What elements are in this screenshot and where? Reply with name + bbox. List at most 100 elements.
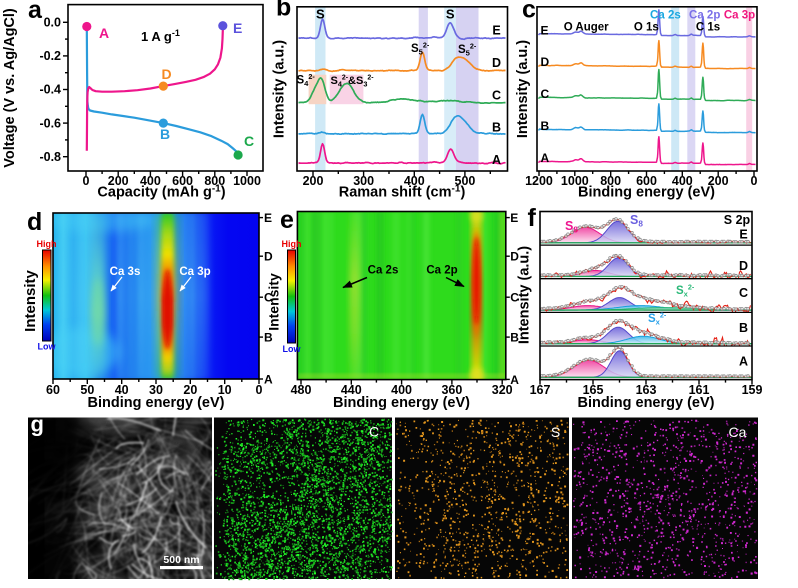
svg-text:167: 167 [530,383,551,397]
svg-text:10: 10 [218,383,232,397]
svg-text:B: B [510,331,519,345]
svg-text:Low: Low [38,342,57,352]
svg-text:Ca 2p: Ca 2p [426,265,457,277]
svg-text:D: D [541,55,550,69]
svg-text:E: E [492,24,500,38]
svg-text:300: 300 [353,174,374,188]
svg-text:High: High [282,239,302,249]
svg-text:C: C [492,89,501,103]
svg-text:Raman shift (cm-1): Raman shift (cm-1) [339,184,466,201]
svg-text:Ca 3p: Ca 3p [724,10,755,22]
svg-text:e: e [280,206,294,234]
svg-text:360: 360 [441,383,462,397]
svg-text:400: 400 [404,174,425,188]
svg-text:800: 800 [204,174,225,188]
svg-text:Capacity (mAh g-1): Capacity (mAh g-1) [97,184,225,201]
svg-text:Binding energy (eV): Binding energy (eV) [578,185,715,201]
svg-text:Ca 3p: Ca 3p [179,266,210,278]
svg-text:S52-: S52- [458,42,477,58]
svg-text:S42-&S32-: S42-&S32- [331,75,375,89]
svg-text:0.0: 0.0 [44,16,61,30]
svg-text:Ca 2p: Ca 2p [689,10,720,22]
svg-text:C: C [264,291,273,305]
svg-text:B: B [492,121,501,135]
svg-text:400: 400 [391,383,412,397]
svg-text:A: A [492,153,501,167]
svg-text:500: 500 [455,174,476,188]
svg-text:Ca 3s: Ca 3s [110,266,141,278]
svg-text:S52-: S52- [411,41,430,57]
svg-text:Ca: Ca [729,424,747,440]
svg-text:S8: S8 [565,219,578,235]
svg-text:A: A [99,25,109,41]
svg-text:163: 163 [636,383,657,397]
svg-text:E: E [233,20,242,36]
svg-text:0: 0 [83,174,90,188]
svg-text:440: 440 [341,383,362,397]
svg-text:C 1s: C 1s [696,22,720,34]
svg-text:161: 161 [689,383,710,397]
svg-text:C: C [739,286,748,300]
svg-text:Intensity (a.u.): Intensity (a.u.) [515,40,531,138]
svg-text:Low: Low [283,344,302,354]
svg-text:Intensity (a.u.): Intensity (a.u.) [272,40,288,138]
svg-text:C: C [244,133,254,149]
svg-text:320: 320 [492,383,513,397]
svg-text:B: B [739,321,748,335]
svg-text:c: c [522,0,536,24]
svg-text:600: 600 [172,174,193,188]
svg-text:S8: S8 [630,213,643,229]
svg-text:D: D [739,259,748,273]
svg-text:200: 200 [108,174,129,188]
svg-text:480: 480 [291,383,312,397]
svg-text:1000: 1000 [233,174,261,188]
svg-text:20: 20 [183,383,197,397]
svg-text:30: 30 [149,383,163,397]
svg-text:C: C [510,291,519,305]
svg-text:A: A [264,373,273,387]
svg-text:Sx2-: Sx2- [648,311,667,327]
svg-text:Intensity (a.u.): Intensity (a.u.) [517,246,533,344]
svg-text:Sx2-: Sx2- [676,283,695,299]
svg-text:C: C [369,424,379,440]
svg-text:S 2p: S 2p [724,213,751,227]
svg-text:O Auger: O Auger [564,22,609,34]
svg-text:Binding energy (eV): Binding energy (eV) [88,395,225,411]
svg-text:Binding energy (eV): Binding energy (eV) [333,395,470,411]
svg-text:Intensity: Intensity [22,270,39,332]
svg-text:800: 800 [600,174,621,188]
svg-text:f: f [528,204,537,232]
svg-text:B: B [541,119,550,133]
svg-text:D: D [264,250,273,264]
svg-text:1200: 1200 [525,174,553,188]
svg-text:E: E [541,23,549,37]
svg-text:Voltage (V vs. Ag/AgCl): Voltage (V vs. Ag/AgCl) [2,8,18,168]
svg-text:S: S [316,7,325,22]
svg-text:159: 159 [742,383,763,397]
svg-text:-0.8: -0.8 [39,150,61,164]
svg-text:d: d [27,208,42,236]
svg-text:E: E [264,211,272,225]
svg-text:High: High [37,239,57,249]
svg-text:0: 0 [751,174,758,188]
svg-text:400: 400 [672,174,693,188]
svg-text:a: a [28,0,43,24]
svg-text:Intensity: Intensity [266,273,282,331]
svg-text:500 nm: 500 nm [163,554,199,566]
svg-text:A: A [510,373,519,387]
svg-text:b: b [276,0,291,22]
svg-text:-0.4: -0.4 [39,83,61,97]
svg-text:A: A [739,355,748,369]
svg-text:1 A g-1: 1 A g-1 [141,28,180,44]
svg-text:400: 400 [140,174,161,188]
svg-text:200: 200 [303,174,324,188]
svg-text:1000: 1000 [561,174,589,188]
svg-text:-0.2: -0.2 [39,49,61,63]
svg-text:D: D [492,56,501,70]
svg-text:S: S [551,424,560,440]
svg-text:A: A [541,151,550,165]
svg-text:B: B [264,331,273,345]
svg-text:0: 0 [256,383,263,397]
svg-text:60: 60 [46,383,60,397]
svg-text:-0.6: -0.6 [39,116,61,130]
